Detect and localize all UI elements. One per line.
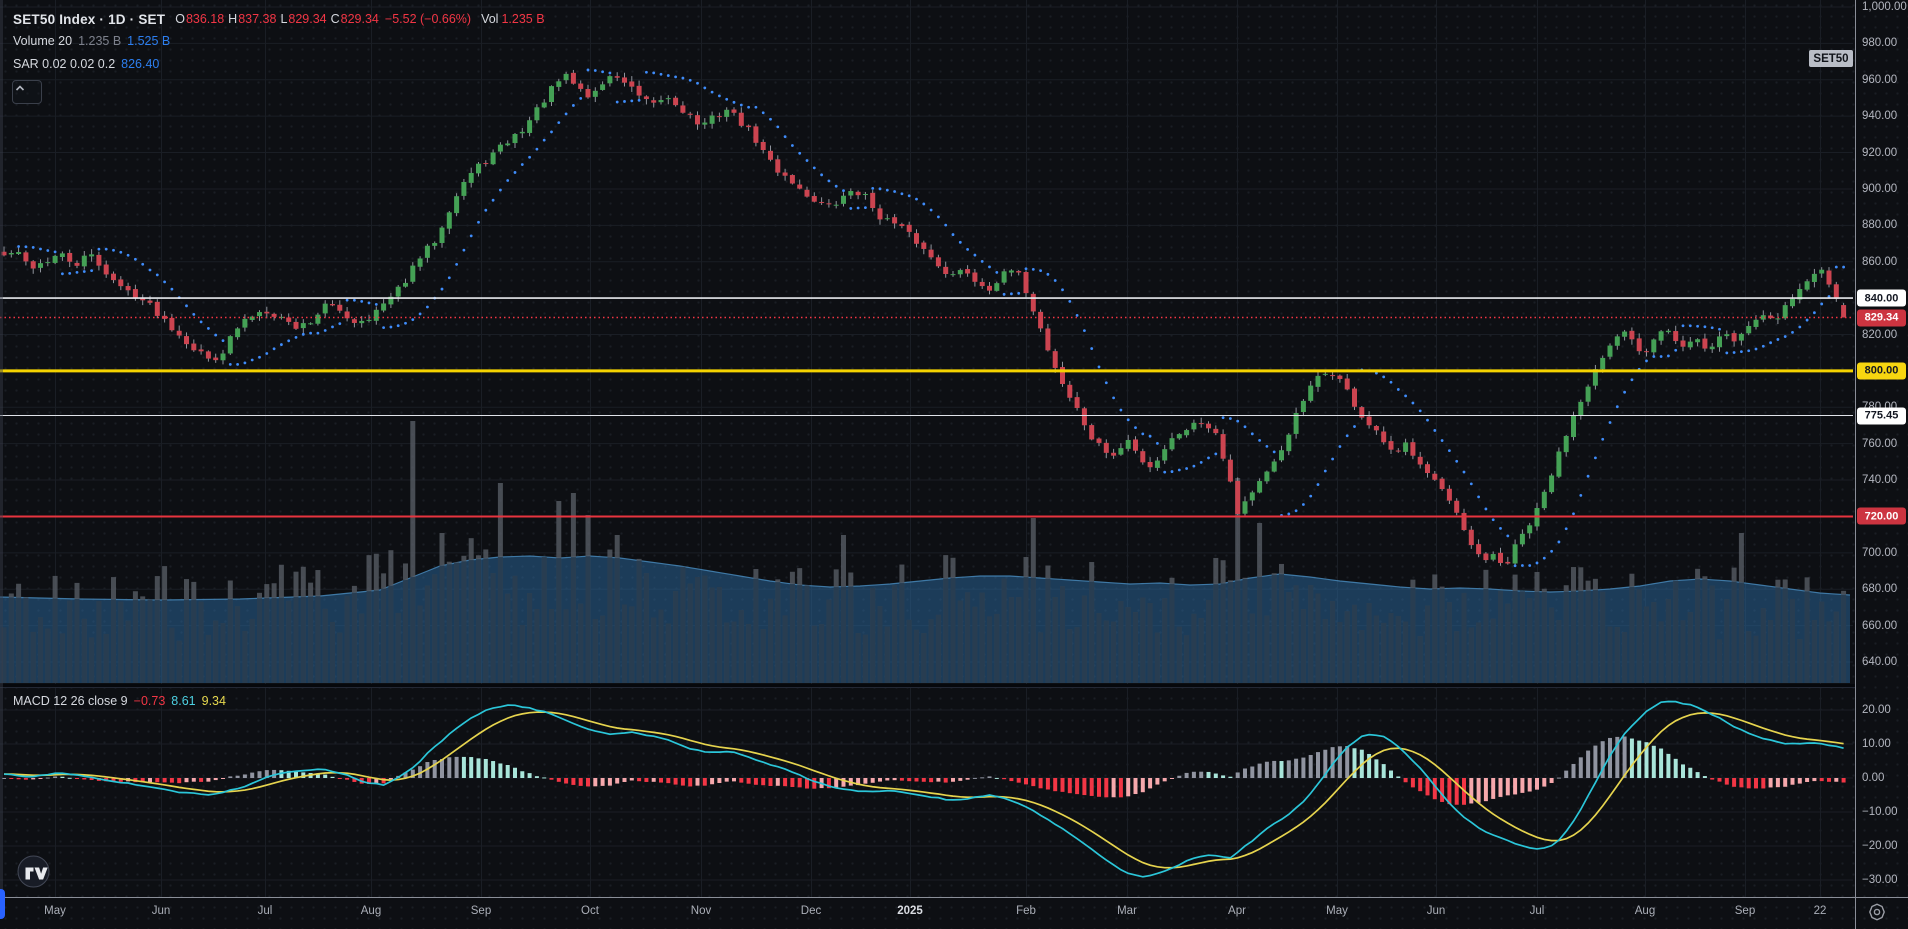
time-axis-label: Oct bbox=[581, 905, 599, 917]
price-level-lines bbox=[0, 297, 1853, 518]
volume-indicator-legend[interactable]: Volume 20 1.235 B 1.525 B bbox=[13, 34, 170, 48]
macd-indicator-name: MACD 12 26 close 9 bbox=[13, 694, 128, 708]
time-axis-label: Sep bbox=[1734, 905, 1756, 917]
macd-series bbox=[2, 700, 1846, 878]
price-tick-label: 660.00 bbox=[1862, 619, 1898, 632]
sar-value: 826.40 bbox=[121, 57, 160, 71]
price-tick-label: 1,000.00 bbox=[1862, 1, 1907, 13]
price-tick-label: 960.00 bbox=[1862, 73, 1898, 86]
price-tick-label: 700.00 bbox=[1862, 546, 1898, 559]
sar-dots bbox=[17, 68, 1845, 568]
time-axis-label: May bbox=[1326, 905, 1348, 917]
time-axis-label: Feb bbox=[1016, 905, 1036, 917]
vol-label: Vol bbox=[481, 12, 499, 26]
price-tick-label: 940.00 bbox=[1862, 110, 1898, 123]
ohlc-item: H 837.38 bbox=[228, 12, 277, 26]
time-axis-label: 22 bbox=[1813, 905, 1827, 917]
ohlc-values: O 836.18 H 837.38 L 829.34 C 829.34 bbox=[171, 10, 379, 28]
price-tick-label: 900.00 bbox=[1862, 182, 1898, 195]
macd-hist-value: −0.73 bbox=[133, 694, 166, 708]
sar-indicator-name: SAR 0.02 0.02 0.2 bbox=[13, 57, 116, 71]
price-level-badge: 800.00 bbox=[1857, 362, 1906, 380]
price-tick-label: 760.00 bbox=[1862, 437, 1898, 450]
macd-tick-label: −20.00 bbox=[1862, 840, 1898, 852]
price-tick-label: 860.00 bbox=[1862, 255, 1898, 268]
volume-indicator-name: Volume 20 bbox=[13, 34, 73, 48]
chevron-up-icon bbox=[15, 85, 25, 91]
ohlc-item: L 829.34 bbox=[280, 12, 327, 26]
time-axis-scroll-tab[interactable] bbox=[0, 889, 5, 919]
time-axis[interactable] bbox=[0, 897, 1908, 929]
sar-indicator-legend[interactable]: SAR 0.02 0.02 0.2 826.40 bbox=[13, 57, 159, 71]
price-tick-label: 880.00 bbox=[1862, 219, 1898, 232]
price-tick-label: 980.00 bbox=[1862, 37, 1898, 50]
time-axis-label: Sep bbox=[470, 905, 492, 917]
volume-raw-value: 1.235 B bbox=[78, 34, 122, 48]
symbol-axis-badge: SET50 bbox=[1809, 50, 1853, 67]
volume-series bbox=[0, 421, 1851, 683]
price-tick-label: 640.00 bbox=[1862, 656, 1898, 668]
time-axis-label: Aug bbox=[1634, 905, 1656, 917]
time-axis-label: Dec bbox=[800, 905, 822, 917]
ohlc-item: C 829.34 bbox=[330, 12, 379, 26]
macd-signal-line bbox=[3, 711, 1844, 869]
macd-tick-label: 20.00 bbox=[1862, 704, 1891, 716]
time-axis-label: May bbox=[44, 905, 66, 917]
price-tick-label: 740.00 bbox=[1862, 474, 1898, 487]
price-level-badge: 775.45 bbox=[1857, 407, 1906, 425]
change-value: −5.52 (−0.66%) bbox=[384, 12, 472, 26]
symbol-legend[interactable]: SET50 Index · 1D · SET O 836.18 H 837.38 L 82… bbox=[13, 10, 545, 28]
time-axis-label: Nov bbox=[690, 905, 712, 917]
grid bbox=[0, 0, 1853, 897]
ohlc-item: O 836.18 bbox=[175, 12, 225, 26]
macd-tick-label: −30.00 bbox=[1862, 874, 1898, 886]
candlestick-series bbox=[1, 69, 1847, 566]
price-level-badge: 840.00 bbox=[1857, 289, 1906, 307]
time-axis-label: Apr bbox=[1228, 905, 1246, 917]
macd-line-value: 8.61 bbox=[171, 694, 196, 708]
price-tick-label: 820.00 bbox=[1862, 328, 1898, 341]
vol-value: 1.235 B bbox=[501, 12, 545, 26]
price-level-badge: 720.00 bbox=[1857, 507, 1906, 525]
time-axis-label: Jul bbox=[1529, 905, 1545, 917]
time-axis-label: Jun bbox=[151, 905, 171, 917]
collapse-legend-button[interactable] bbox=[12, 80, 42, 104]
macd-indicator-legend[interactable]: MACD 12 26 close 9 −0.73 8.61 9.34 bbox=[13, 694, 226, 708]
time-axis-label: 2025 bbox=[897, 905, 923, 917]
volume-ma-value: 1.525 B bbox=[127, 34, 171, 48]
time-axis-label: Jun bbox=[1426, 905, 1446, 917]
time-axis-label: Aug bbox=[360, 905, 382, 917]
macd-main-line bbox=[3, 700, 1844, 878]
price-level-badge: 829.34 bbox=[1857, 309, 1906, 326]
macd-tick-label: 0.00 bbox=[1862, 772, 1885, 784]
time-axis-label: Jul bbox=[257, 905, 273, 917]
gear-icon bbox=[1869, 903, 1885, 921]
price-tick-label: 680.00 bbox=[1862, 583, 1898, 596]
price-tick-label: 920.00 bbox=[1862, 146, 1898, 159]
symbol-title: SET50 Index · 1D · SET bbox=[13, 11, 166, 27]
time-axis-label: Mar bbox=[1117, 905, 1137, 917]
macd-tick-label: −10.00 bbox=[1862, 806, 1898, 818]
tradingview-logo-icon bbox=[17, 855, 50, 888]
macd-tick-label: 10.00 bbox=[1862, 738, 1891, 750]
macd-signal-value: 9.34 bbox=[201, 694, 226, 708]
